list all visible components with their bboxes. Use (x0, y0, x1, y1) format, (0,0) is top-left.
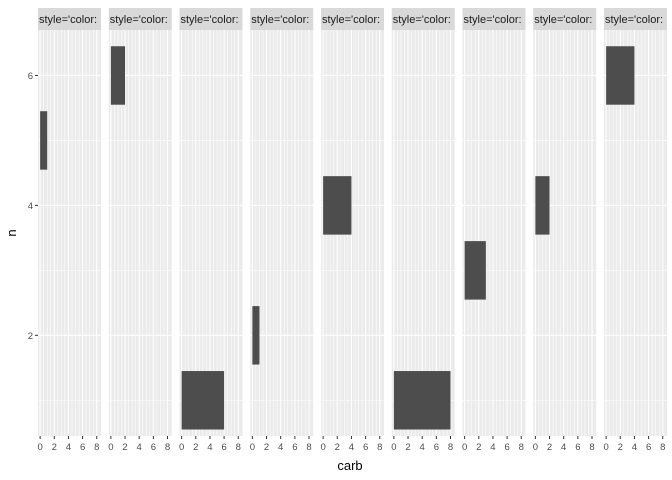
facet-strip-label: style='color: (110, 14, 168, 26)
bar (181, 371, 225, 430)
facet-panel: style='color: 0 2 4 6 8 (462, 8, 526, 453)
facet-strip (604, 8, 667, 30)
bar (252, 306, 260, 365)
x-tick-label: 8 (589, 442, 594, 453)
x-tick-label: 0 (603, 442, 608, 453)
x-tick-label: 2 (193, 442, 198, 453)
x-tick-label: 4 (207, 442, 212, 453)
facet-panel: style='color: 0 2 4 6 8 (37, 8, 101, 453)
facet-strip (462, 8, 526, 30)
facet-strip-label: style='color: (464, 14, 522, 26)
facet-panel: style='color: 0 2 4 6 8 (603, 8, 667, 453)
x-tick-label: 8 (448, 442, 453, 453)
x-tick-label: 6 (575, 442, 580, 453)
x-tick-label: 2 (547, 442, 552, 453)
facet-strip-label: style='color: (534, 14, 592, 26)
facet-strip (250, 8, 314, 30)
facet-strip (179, 8, 243, 30)
bar (535, 176, 550, 235)
x-tick-label: 0 (320, 442, 325, 453)
x-tick-label: 0 (179, 442, 184, 453)
bar (110, 46, 126, 105)
x-tick-label: 8 (94, 442, 99, 453)
bar (464, 241, 486, 300)
x-tick-label: 6 (292, 442, 297, 453)
x-tick-label: 8 (660, 442, 665, 453)
panel-background (250, 30, 314, 436)
x-tick-label: 4 (66, 442, 71, 453)
facet-panel: style='color: 0 2 4 6 8 (250, 8, 314, 453)
facet-panel: style='color: 0 2 4 6 8 (391, 8, 455, 453)
x-tick-label: 2 (476, 442, 481, 453)
x-tick-label: 6 (151, 442, 156, 453)
x-tick-label: 8 (165, 442, 170, 453)
x-tick-label: 4 (561, 442, 566, 453)
x-tick-label: 0 (533, 442, 538, 453)
bar (393, 371, 451, 430)
x-axis-title: carb (337, 458, 362, 473)
facet-panel: style='color: 0 2 4 6 8 (320, 8, 384, 453)
x-tick-label: 2 (618, 442, 623, 453)
x-tick-label: 4 (420, 442, 425, 453)
x-tick-label: 4 (137, 442, 142, 453)
x-tick-label: 6 (80, 442, 85, 453)
bar (323, 176, 352, 235)
x-tick-label: 0 (462, 442, 467, 453)
facet-strip (391, 8, 455, 30)
facet-strip-label: style='color: (251, 14, 309, 26)
x-tick-label: 2 (335, 442, 340, 453)
x-tick-label: 8 (519, 442, 524, 453)
x-tick-label: 2 (52, 442, 57, 453)
y-tick-label: 6 (28, 71, 33, 82)
x-tick-label: 2 (122, 442, 127, 453)
x-tick-label: 0 (108, 442, 113, 453)
y-tick-label: 2 (28, 331, 33, 342)
facet-strip-label: style='color: (181, 14, 239, 26)
x-tick-label: 0 (391, 442, 396, 453)
facet-panel: style='color: 0 2 4 6 8 (533, 8, 597, 453)
x-tick-label: 4 (632, 442, 637, 453)
facet-strip-label: style='color: (605, 14, 663, 26)
x-tick-label: 8 (306, 442, 311, 453)
bar (606, 46, 635, 105)
panel-background (38, 30, 101, 436)
x-tick-label: 8 (236, 442, 241, 453)
facet-strip (38, 8, 101, 30)
y-tick-label: 4 (28, 201, 33, 212)
facet-strip (108, 8, 172, 30)
x-tick-label: 6 (646, 442, 651, 453)
x-tick-label: 8 (377, 442, 382, 453)
facet-strip (321, 8, 384, 30)
x-tick-label: 2 (405, 442, 410, 453)
x-tick-label: 6 (363, 442, 368, 453)
facet-strip (533, 8, 597, 30)
x-tick-label: 6 (221, 442, 226, 453)
x-tick-label: 0 (37, 442, 42, 453)
panel-background (462, 30, 526, 436)
facet-panel: style='color: 0 2 4 6 8 (179, 8, 243, 453)
facet-panel: style='color: 0 2 4 6 8 (108, 8, 172, 453)
x-tick-label: 0 (250, 442, 255, 453)
facet-strip-label: style='color: (393, 14, 451, 26)
x-tick-label: 2 (264, 442, 269, 453)
facet-strip-label: style='color: (322, 14, 380, 26)
x-tick-label: 4 (349, 442, 354, 453)
x-tick-label: 4 (490, 442, 495, 453)
x-tick-label: 6 (434, 442, 439, 453)
facet-strip-label: style='color: (39, 14, 97, 26)
bar (40, 111, 48, 170)
y-axis-title: n (4, 229, 19, 236)
panel-background (391, 30, 455, 436)
x-tick-label: 6 (504, 442, 509, 453)
panel-background (179, 30, 243, 436)
x-tick-label: 4 (278, 442, 283, 453)
